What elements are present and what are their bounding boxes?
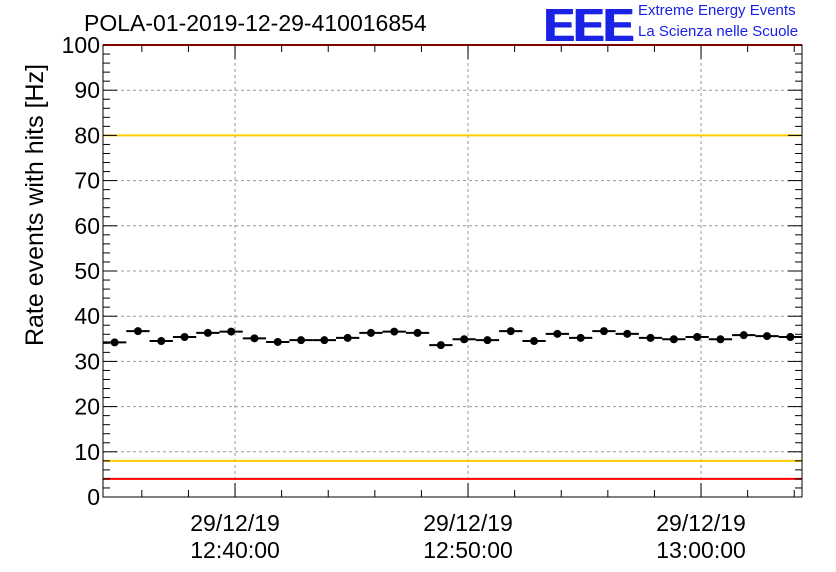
data-point	[366, 328, 375, 337]
data-point	[530, 337, 539, 346]
y-tick-label: 20	[74, 394, 100, 420]
logo-line-1: Extreme Energy Events	[638, 2, 796, 19]
data-point	[460, 335, 469, 344]
data-point	[180, 332, 189, 341]
chart-title: POLA-01-2019-12-29-410016854	[84, 10, 427, 36]
y-tick-label: 60	[74, 213, 100, 239]
x-tick-label-date: 29/12/19	[423, 510, 513, 536]
data-point	[227, 327, 236, 336]
data-points	[103, 327, 802, 350]
data-point	[646, 333, 655, 342]
data-point	[716, 335, 725, 344]
data-point	[273, 337, 282, 346]
data-point	[576, 333, 585, 342]
y-tick-label: 100	[62, 32, 100, 58]
data-point	[763, 332, 772, 341]
y-axis-label: Rate events with hits [Hz]	[21, 63, 49, 347]
data-point	[436, 341, 445, 350]
y-tick-label: 70	[74, 168, 100, 194]
data-point	[203, 328, 212, 337]
axis-ticks	[103, 44, 802, 498]
data-point	[739, 331, 748, 340]
eee-logo: EEE Extreme Energy Events La Scienza nel…	[540, 0, 836, 51]
reference-lines	[103, 44, 802, 480]
eee-logo-mark: EEE	[544, 0, 634, 51]
data-point	[506, 327, 515, 336]
data-point	[693, 332, 702, 341]
data-point	[297, 336, 306, 345]
y-tick-label: 10	[74, 439, 100, 465]
data-point	[250, 334, 259, 343]
data-point	[110, 338, 119, 347]
tick-labels: 010203040506070809010029/12/1912:40:0029…	[62, 32, 746, 563]
y-tick-label: 40	[74, 303, 100, 329]
data-point	[133, 327, 142, 336]
data-point	[786, 332, 795, 341]
x-tick-label-date: 29/12/19	[656, 510, 746, 536]
data-point	[599, 327, 608, 336]
data-point	[413, 328, 422, 337]
plot-frame	[102, 44, 803, 498]
y-tick-label: 90	[74, 77, 100, 103]
x-tick-label-time: 12:50:00	[423, 537, 513, 563]
data-point	[390, 327, 399, 336]
x-tick-label-date: 29/12/19	[190, 510, 280, 536]
data-point	[343, 333, 352, 342]
y-tick-label: 30	[74, 348, 100, 374]
y-tick-label: 0	[87, 484, 100, 510]
data-point	[669, 335, 678, 344]
y-tick-label: 50	[74, 258, 100, 284]
data-point	[157, 337, 166, 346]
logo-line-2: La Scienza nelle Scuole	[638, 23, 799, 40]
y-tick-label: 80	[74, 122, 100, 148]
data-point	[483, 336, 492, 345]
x-tick-label-time: 13:00:00	[656, 537, 746, 563]
data-point	[553, 329, 562, 338]
x-tick-label-time: 12:40:00	[190, 537, 280, 563]
data-point	[623, 329, 632, 338]
data-point	[320, 336, 329, 345]
grid-lines	[103, 45, 802, 497]
